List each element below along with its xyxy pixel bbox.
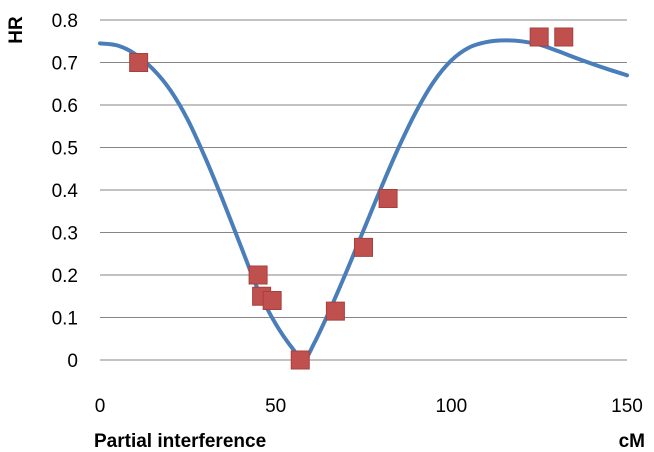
x-tick-label: 150 xyxy=(611,396,643,417)
data-point xyxy=(248,265,268,285)
x-axis-unit: cM xyxy=(619,431,645,452)
data-points xyxy=(129,27,574,370)
fit-curve xyxy=(98,38,629,363)
y-tick-label: 0.3 xyxy=(52,224,78,245)
x-tick-labels: 0 50 100 150 xyxy=(95,396,643,417)
y-tick-label: 0.5 xyxy=(52,139,78,160)
data-point xyxy=(325,301,345,321)
data-point xyxy=(354,237,373,257)
x-tick-label: 100 xyxy=(435,396,467,417)
x-axis-title: Partial interference xyxy=(94,431,266,452)
data-point xyxy=(378,189,398,208)
x-tick-label: 50 xyxy=(265,396,286,417)
y-tick-label: 0.2 xyxy=(52,266,78,287)
grid-layer xyxy=(100,19,627,318)
data-point xyxy=(290,350,310,370)
y-tick-label: 0.8 xyxy=(52,11,78,32)
y-tick-label: 0.1 xyxy=(52,309,78,330)
data-point xyxy=(262,291,282,310)
y-tick-label: 0.4 xyxy=(52,181,79,202)
x-tick-label: 0 xyxy=(95,396,106,417)
y-axis-title: HR xyxy=(6,16,27,44)
data-point xyxy=(554,27,574,47)
y-tick-label: 0.6 xyxy=(52,96,78,117)
y-tick-label: 0.7 xyxy=(52,54,78,75)
y-tick-labels: 0 0.1 0.2 0.3 0.4 0.5 0.6 0.7 0.8 xyxy=(52,11,79,372)
data-point xyxy=(129,53,149,72)
data-point xyxy=(529,27,549,47)
y-tick-label: 0 xyxy=(67,351,78,372)
